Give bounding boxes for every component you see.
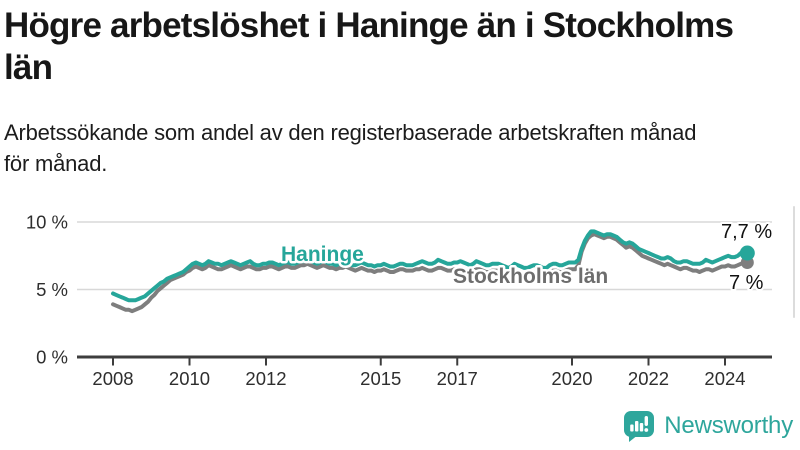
x-axis	[77, 355, 772, 366]
end-dot-haninge	[739, 245, 755, 261]
x-tick-label: 2020	[551, 368, 592, 389]
x-tick-label: 2015	[360, 368, 401, 389]
series-label-haninge: Haninge	[281, 243, 364, 266]
y-tick-label: 5 %	[36, 279, 68, 300]
x-axis-labels: 2008 2010 2012 2015 2017 2020 2022 2024	[92, 368, 745, 389]
chart-title-line1: Högre arbetslöshet i Haninge än i Stockh…	[4, 6, 734, 45]
chart-subtitle-line2: för månad.	[4, 151, 108, 176]
newsworthy-logo-text: Newsworthy	[664, 412, 793, 439]
chart-title-line2: län	[4, 48, 53, 87]
x-tick-label: 2024	[704, 368, 745, 389]
end-value-label-stockholm: 7 %	[729, 272, 764, 294]
series-line-stockholm	[111, 232, 750, 314]
y-axis-labels: 10 % 5 % 0 %	[26, 212, 68, 368]
x-tick-label: 2012	[245, 368, 286, 389]
unemployment-line-chart: 10 %5 %0 % 2008 2010 2012 2015 2017 2020 2022 2…	[26, 212, 775, 390]
series-line-haninge	[111, 229, 750, 303]
y-tick-label: 0 %	[36, 347, 68, 368]
x-tick-label: 2022	[628, 368, 669, 389]
x-tick-label: 2010	[169, 368, 210, 389]
scrollbar-thumb[interactable]	[793, 206, 795, 318]
newsworthy-logo[interactable]: Newsworthy	[622, 409, 793, 443]
chart-subtitle-line1: Arbetssökande som andel av den registerb…	[4, 120, 697, 145]
end-value-label-haninge: 7,7 %	[721, 221, 772, 243]
x-tick-label: 2008	[92, 368, 133, 389]
x-tick-label: 2017	[437, 368, 478, 389]
chart-subtitle: Arbetssökande som andel av den registerb…	[4, 117, 696, 179]
series-label-stockholm: Stockholms län	[453, 265, 608, 288]
newsworthy-logo-icon	[624, 411, 655, 442]
chart-title: Högre arbetslöshet i Haninge än i Stockh…	[4, 5, 734, 89]
series-lines	[111, 229, 755, 314]
gridlines	[77, 221, 772, 291]
y-tick-label: 10 %	[26, 212, 68, 233]
